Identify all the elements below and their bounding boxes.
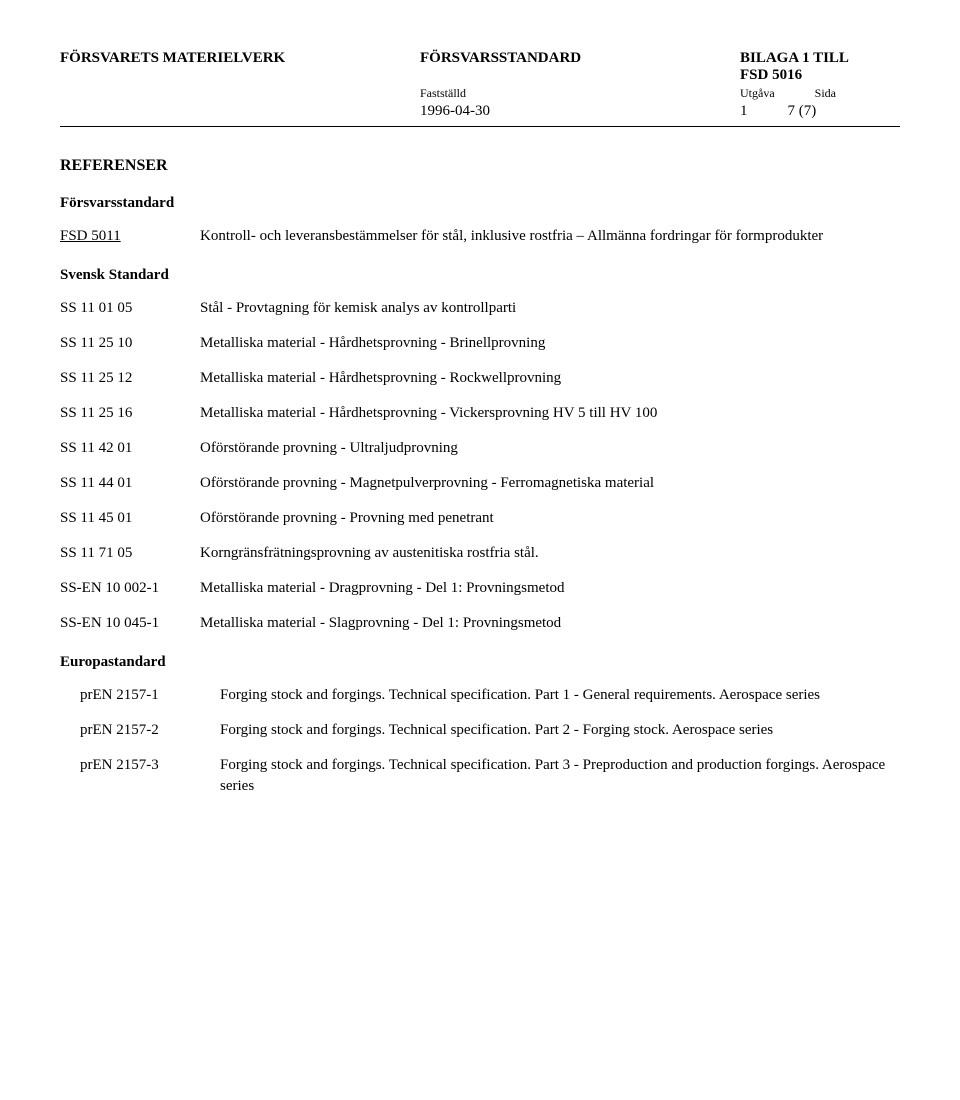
reference-key: prEN 2157-2 xyxy=(80,720,220,741)
reference-description: Kontroll- och leveransbestämmelser för s… xyxy=(200,226,900,247)
header-edition: 1 xyxy=(740,103,748,120)
reference-row: SS 11 71 05Korngränsfrätningsprovning av… xyxy=(60,543,900,564)
reference-key: SS 11 25 16 xyxy=(60,403,200,424)
reference-row: SS 11 25 12Metalliska material - Hårdhet… xyxy=(60,368,900,389)
reference-description: Stål - Provtagning för kemisk analys av … xyxy=(200,298,900,319)
group-heading: Försvarsstandard xyxy=(60,195,900,212)
reference-key: SS 11 25 10 xyxy=(60,333,200,354)
reference-key: SS 11 71 05 xyxy=(60,543,200,564)
reference-row: prEN 2157-2Forging stock and forgings. T… xyxy=(80,720,900,741)
reference-key: SS-EN 10 045-1 xyxy=(60,613,200,634)
reference-key: SS 11 45 01 xyxy=(60,508,200,529)
reference-key: SS 11 01 05 xyxy=(60,298,200,319)
reference-row: prEN 2157-3Forging stock and forgings. T… xyxy=(80,755,900,797)
reference-row: SS 11 25 16Metalliska material - Hårdhet… xyxy=(60,403,900,424)
reference-key: SS-EN 10 002-1 xyxy=(60,578,200,599)
header-fsd: FSD 5016 xyxy=(740,67,900,84)
doc-header-row-2: FSD 5016 xyxy=(60,67,900,84)
reference-row: FSD 5011Kontroll- och leveransbestämmels… xyxy=(60,226,900,247)
header-title: FÖRSVARSSTANDARD xyxy=(420,50,680,67)
reference-description: Oförstörande provning - Provning med pen… xyxy=(200,508,900,529)
group-items: prEN 2157-1Forging stock and forgings. T… xyxy=(80,685,900,797)
header-date-label: Fastställd xyxy=(420,86,680,101)
reference-row: SS-EN 10 002-1Metalliska material - Drag… xyxy=(60,578,900,599)
doc-header-labels: Fastställd Utgåva Sida xyxy=(60,86,900,101)
reference-description: Metalliska material - Hårdhetsprovning -… xyxy=(200,368,900,389)
doc-header-values: 1996-04-30 1 7 (7) xyxy=(60,103,900,120)
reference-description: Metalliska material - Dragprovning - Del… xyxy=(200,578,900,599)
reference-description: Forging stock and forgings. Technical sp… xyxy=(220,685,900,706)
header-page-label: Sida xyxy=(815,86,836,101)
reference-description: Forging stock and forgings. Technical sp… xyxy=(220,720,900,741)
group-items: FSD 5011Kontroll- och leveransbestämmels… xyxy=(60,226,900,247)
reference-key: SS 11 42 01 xyxy=(60,438,200,459)
group-items: SS 11 01 05Stål - Provtagning för kemisk… xyxy=(60,298,900,634)
reference-key: prEN 2157-1 xyxy=(80,685,220,706)
reference-description: Metalliska material - Slagprovning - Del… xyxy=(200,613,900,634)
reference-row: prEN 2157-1Forging stock and forgings. T… xyxy=(80,685,900,706)
reference-description: Korngränsfrätningsprovning av austenitis… xyxy=(200,543,900,564)
header-page: 7 (7) xyxy=(788,103,817,120)
group-heading: Europastandard xyxy=(60,654,900,671)
reference-key: FSD 5011 xyxy=(60,226,200,247)
reference-description: Metalliska material - Hårdhetsprovning -… xyxy=(200,403,900,424)
reference-row: SS 11 25 10Metalliska material - Hårdhet… xyxy=(60,333,900,354)
reference-row: SS 11 45 01Oförstörande provning - Provn… xyxy=(60,508,900,529)
reference-description: Metalliska material - Hårdhetsprovning -… xyxy=(200,333,900,354)
reference-row: SS 11 01 05Stål - Provtagning för kemisk… xyxy=(60,298,900,319)
header-divider xyxy=(60,126,900,127)
header-appendix: BILAGA 1 TILL xyxy=(740,50,900,67)
reference-row: SS-EN 10 045-1Metalliska material - Slag… xyxy=(60,613,900,634)
reference-description: Forging stock and forgings. Technical sp… xyxy=(220,755,900,797)
reference-row: SS 11 44 01Oförstörande provning - Magne… xyxy=(60,473,900,494)
reference-key: SS 11 44 01 xyxy=(60,473,200,494)
reference-key: SS 11 25 12 xyxy=(60,368,200,389)
reference-row: SS 11 42 01Oförstörande provning - Ultra… xyxy=(60,438,900,459)
header-org: FÖRSVARETS MATERIELVERK xyxy=(60,50,360,67)
group-heading: Svensk Standard xyxy=(60,267,900,284)
doc-header-row-1: FÖRSVARETS MATERIELVERK FÖRSVARSSTANDARD… xyxy=(60,50,900,67)
section-title: REFERENSER xyxy=(60,157,900,175)
reference-key: prEN 2157-3 xyxy=(80,755,220,797)
reference-description: Oförstörande provning - Magnetpulverprov… xyxy=(200,473,900,494)
header-date: 1996-04-30 xyxy=(420,103,680,120)
reference-description: Oförstörande provning - Ultraljudprovnin… xyxy=(200,438,900,459)
header-edition-label: Utgåva xyxy=(740,86,775,101)
